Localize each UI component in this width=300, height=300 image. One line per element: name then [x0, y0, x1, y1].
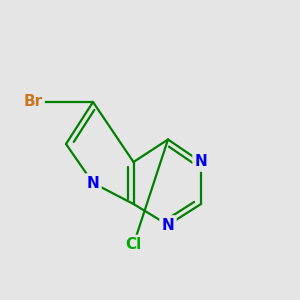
Text: N: N — [195, 154, 207, 169]
Text: N: N — [162, 218, 174, 232]
Text: Cl: Cl — [125, 237, 142, 252]
Text: Br: Br — [23, 94, 43, 110]
Text: N: N — [87, 176, 99, 190]
